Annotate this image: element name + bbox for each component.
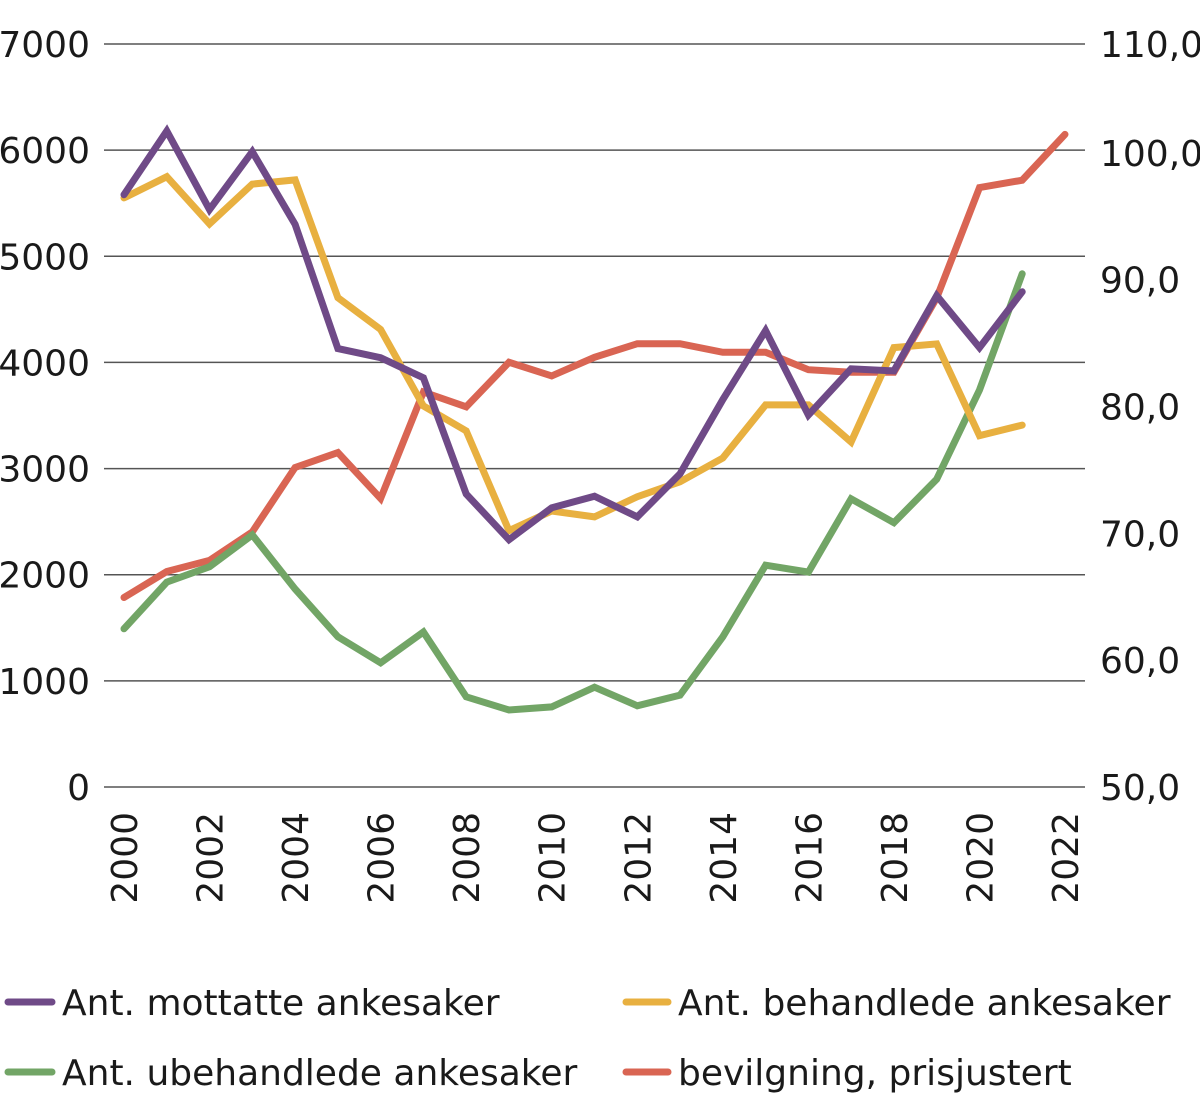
legend-item-ubehandlede: Ant. ubehandlede ankesaker [4, 1053, 578, 1094]
series-line-0 [120, 124, 1026, 545]
series-line-2 [120, 270, 1026, 714]
legend-item-behandlede: Ant. behandlede ankesaker [622, 983, 1171, 1024]
legend-label-behandlede: Ant. behandlede ankesaker [678, 983, 1171, 1024]
right-axis-tick-label: 70,0 [1100, 514, 1180, 555]
right-axis-tick-label: 50,0 [1100, 768, 1180, 809]
left-axis-tick-label: 1000 [0, 662, 90, 703]
x-axis-tick-label: 2022 [1046, 812, 1087, 904]
left-axis-labels: 0 1000 2000 3000 4000 5000 6000 7000 [0, 25, 90, 809]
left-axis-tick-label: 4000 [0, 343, 90, 384]
series-line-1 [120, 172, 1026, 536]
right-axis-tick-label: 100,0 [1100, 134, 1200, 175]
legend: Ant. mottatte ankesaker Ant. behandlede … [4, 983, 1171, 1094]
legend-item-mottatte: Ant. mottatte ankesaker [4, 983, 500, 1024]
x-axis-tick-label: 2006 [362, 812, 403, 904]
x-axis-tick-label: 2020 [960, 812, 1001, 904]
right-axis-tick-label: 90,0 [1100, 261, 1180, 302]
x-axis-tick-label: 2018 [875, 812, 916, 904]
right-axis-labels: 50,0 60,0 70,0 80,0 90,0 100,0 110,0 [1100, 25, 1200, 809]
x-axis-tick-label: 2012 [618, 812, 659, 904]
x-axis-tick-label: 2014 [704, 812, 745, 904]
left-axis-tick-label: 5000 [0, 237, 90, 278]
left-axis-tick-label: 0 [67, 768, 90, 809]
left-axis-tick-label: 6000 [0, 131, 90, 172]
series-line-3 [120, 130, 1069, 601]
legend-item-bevilgning: bevilgning, prisjustert [622, 1053, 1072, 1094]
x-axis-tick-label: 2016 [789, 812, 830, 904]
right-axis-tick-label: 80,0 [1100, 388, 1180, 429]
x-axis-tick-label: 2000 [105, 812, 146, 904]
legend-label-mottatte: Ant. mottatte ankesaker [62, 983, 500, 1024]
x-axis-tick-label: 2008 [447, 812, 488, 904]
left-axis-tick-label: 3000 [0, 450, 90, 491]
gridlines [104, 43, 1085, 788]
x-axis-tick-label: 2002 [191, 812, 232, 904]
x-axis-tick-label: 2010 [533, 812, 574, 904]
x-axis-labels: 2000 2002 2004 2006 2008 2010 2012 2014 2016 2018… [105, 812, 1087, 904]
x-axis-tick-label: 2004 [276, 812, 317, 904]
legend-label-ubehandlede: Ant. ubehandlede ankesaker [62, 1053, 578, 1094]
series-lines [120, 124, 1069, 714]
left-axis-tick-label: 2000 [0, 556, 90, 597]
legend-label-bevilgning: bevilgning, prisjustert [678, 1053, 1072, 1094]
left-axis-tick-label: 7000 [0, 25, 90, 66]
right-axis-tick-label: 110,0 [1100, 25, 1200, 66]
right-axis-tick-label: 60,0 [1100, 641, 1180, 682]
